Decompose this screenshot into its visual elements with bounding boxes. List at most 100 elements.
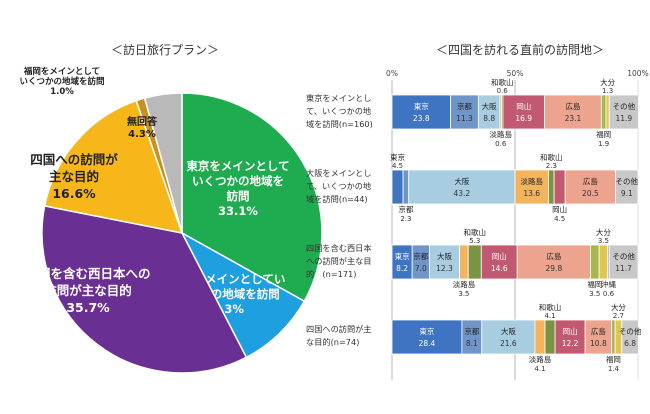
segment-name-label: 沖縄 bbox=[601, 279, 617, 289]
bar-segment bbox=[615, 169, 639, 205]
bar-segment bbox=[553, 169, 566, 205]
segment-value-label: 8.1 bbox=[466, 339, 478, 348]
category-label: て、いくつかの地 bbox=[306, 181, 371, 191]
segment-value-label: 2.3 bbox=[400, 215, 411, 223]
segment-value-label: 3.5 bbox=[598, 237, 609, 245]
pie-value-label: 35.7% bbox=[66, 300, 110, 315]
bar-segment bbox=[598, 244, 609, 280]
segment-value-label: 20.5 bbox=[582, 189, 599, 198]
segment-name-label: 東京 bbox=[414, 101, 429, 111]
pie-slice-label: 福岡をメインとして bbox=[23, 66, 100, 77]
segment-name-label: 福岡 bbox=[606, 355, 621, 364]
x-tick-label: 0% bbox=[386, 69, 398, 78]
pie-slice bbox=[41, 205, 248, 374]
segment-value-label: 13.6 bbox=[523, 189, 540, 198]
pie-title: ＜訪日旅行プラン＞ bbox=[111, 42, 219, 57]
bar-segment bbox=[391, 244, 413, 280]
category-label: 域を訪問(n=44) bbox=[306, 194, 368, 204]
bar-segment bbox=[391, 169, 404, 205]
segment-name-label: 大阪 bbox=[454, 176, 469, 186]
segment-value-label: 8.2 bbox=[396, 264, 408, 273]
pie-slice bbox=[181, 92, 323, 303]
segment-name-label: 岡山 bbox=[516, 101, 531, 111]
segment-name-label: 淡路島 bbox=[489, 129, 512, 139]
segment-value-label: 12.2 bbox=[562, 339, 579, 348]
bar-segment bbox=[514, 169, 549, 205]
segment-value-label: 11.9 bbox=[616, 114, 633, 123]
bar-segment bbox=[605, 94, 610, 130]
segment-value-label: 28.4 bbox=[419, 339, 436, 348]
bar-chart-panel: ＜四国を訪れる直前の訪問地＞ 0% 50% 100% 東京をメインとし て、いくつかの地域… bbox=[300, 0, 650, 410]
pie-slice-label: いくつかの地域を訪問 bbox=[19, 76, 104, 87]
bar-segment bbox=[411, 244, 430, 280]
bar-segment bbox=[534, 319, 546, 355]
category-label: て、いくつかの地 bbox=[306, 106, 371, 116]
segment-value-label: 1.3 bbox=[602, 87, 613, 95]
segment-name-label: 東京 bbox=[390, 152, 405, 162]
bar-segment bbox=[548, 169, 555, 205]
bar-segment bbox=[544, 94, 602, 130]
bar-segment bbox=[428, 244, 461, 280]
segment-value-label: 16.9 bbox=[515, 114, 532, 123]
segment-name-label: 京都 bbox=[464, 326, 479, 336]
segment-value-label: 14.6 bbox=[491, 264, 508, 273]
bar-segment bbox=[467, 244, 482, 280]
segment-value-label: 3.5 bbox=[458, 290, 469, 298]
pie-slice bbox=[180, 231, 306, 359]
pie-slice-label: 四国への訪問が bbox=[30, 152, 118, 167]
segment-name-label: 福岡 bbox=[587, 280, 602, 289]
bar-segment bbox=[408, 169, 516, 205]
segment-value-label: 0.6 bbox=[603, 290, 615, 298]
bar-segment bbox=[554, 319, 586, 355]
x-tick-label: 100% bbox=[627, 69, 648, 78]
segment-name-label: 和歌山 bbox=[464, 227, 487, 237]
segment-name-label: 和歌山 bbox=[491, 77, 514, 87]
bar-segment bbox=[600, 94, 607, 130]
category-label: 東京をメインとし bbox=[306, 93, 372, 103]
bar-segment bbox=[477, 94, 501, 130]
bar-segment bbox=[391, 319, 463, 355]
segment-name-label: その他 bbox=[612, 251, 635, 261]
bar-segment bbox=[480, 244, 518, 280]
segment-name-label: 岡山 bbox=[552, 204, 567, 214]
stacked-bar-chart: ＜四国を訪れる直前の訪問地＞ 0% 50% 100% 東京をメインとして、いくつかの地域… bbox=[306, 42, 649, 380]
bar-segment bbox=[459, 244, 469, 280]
segment-value-label: 3.5 bbox=[589, 290, 600, 298]
segment-name-label: 岡山 bbox=[492, 251, 507, 261]
segment-value-label: 12.3 bbox=[436, 264, 453, 273]
bar-segment bbox=[608, 94, 639, 130]
segment-value-label: 7.0 bbox=[415, 264, 427, 273]
segment-name-label: 大分 bbox=[611, 302, 626, 312]
x-tick-label: 50% bbox=[507, 69, 524, 78]
segment-name-label: その他 bbox=[613, 101, 636, 111]
category-label: 的 (n=171) bbox=[306, 269, 356, 279]
segment-value-label: 29.8 bbox=[546, 264, 563, 273]
bar-title: ＜四国を訪れる直前の訪問地＞ bbox=[436, 42, 604, 57]
pie-chart-panel: ＜訪日旅行プラン＞ 東京をメインとして いくつかの地域を 訪問 33.1% 大阪をメインと… bbox=[19, 42, 323, 374]
bar-segment bbox=[611, 319, 616, 355]
bar-segment bbox=[608, 244, 639, 280]
segment-value-label: 4.5 bbox=[392, 162, 403, 170]
segment-name-label: 和歌山 bbox=[540, 152, 563, 162]
segment-value-label: 6.8 bbox=[624, 339, 636, 348]
pie-value-label: 33.1% bbox=[218, 204, 258, 218]
segment-value-label: 5.3 bbox=[469, 237, 480, 245]
segment-name-label: 大分 bbox=[600, 77, 615, 87]
segment-value-label: 23.1 bbox=[565, 114, 582, 123]
bar-segment bbox=[621, 319, 639, 355]
segment-name-label: 京都 bbox=[457, 101, 472, 111]
pie-slice-label: 四国を含む西日本への bbox=[25, 266, 150, 281]
segment-name-label: 広島 bbox=[546, 251, 561, 261]
category-label: への訪問が主な目 bbox=[306, 256, 372, 266]
segment-value-label: 43.2 bbox=[454, 189, 471, 198]
category-label: な目的(n=74) bbox=[306, 337, 359, 347]
segment-value-label: 0.6 bbox=[497, 87, 509, 95]
pie-slice-label: 訪問が主な目的 bbox=[44, 283, 132, 298]
segment-value-label: 9.1 bbox=[621, 189, 633, 198]
segment-name-label: 淡路島 bbox=[529, 354, 552, 364]
bar-segment bbox=[481, 319, 536, 355]
segment-name-label: 大阪 bbox=[437, 251, 452, 261]
segment-value-label: 4.5 bbox=[554, 215, 565, 223]
bar-segment bbox=[502, 94, 545, 130]
segment-name-label: 岡山 bbox=[563, 326, 578, 336]
